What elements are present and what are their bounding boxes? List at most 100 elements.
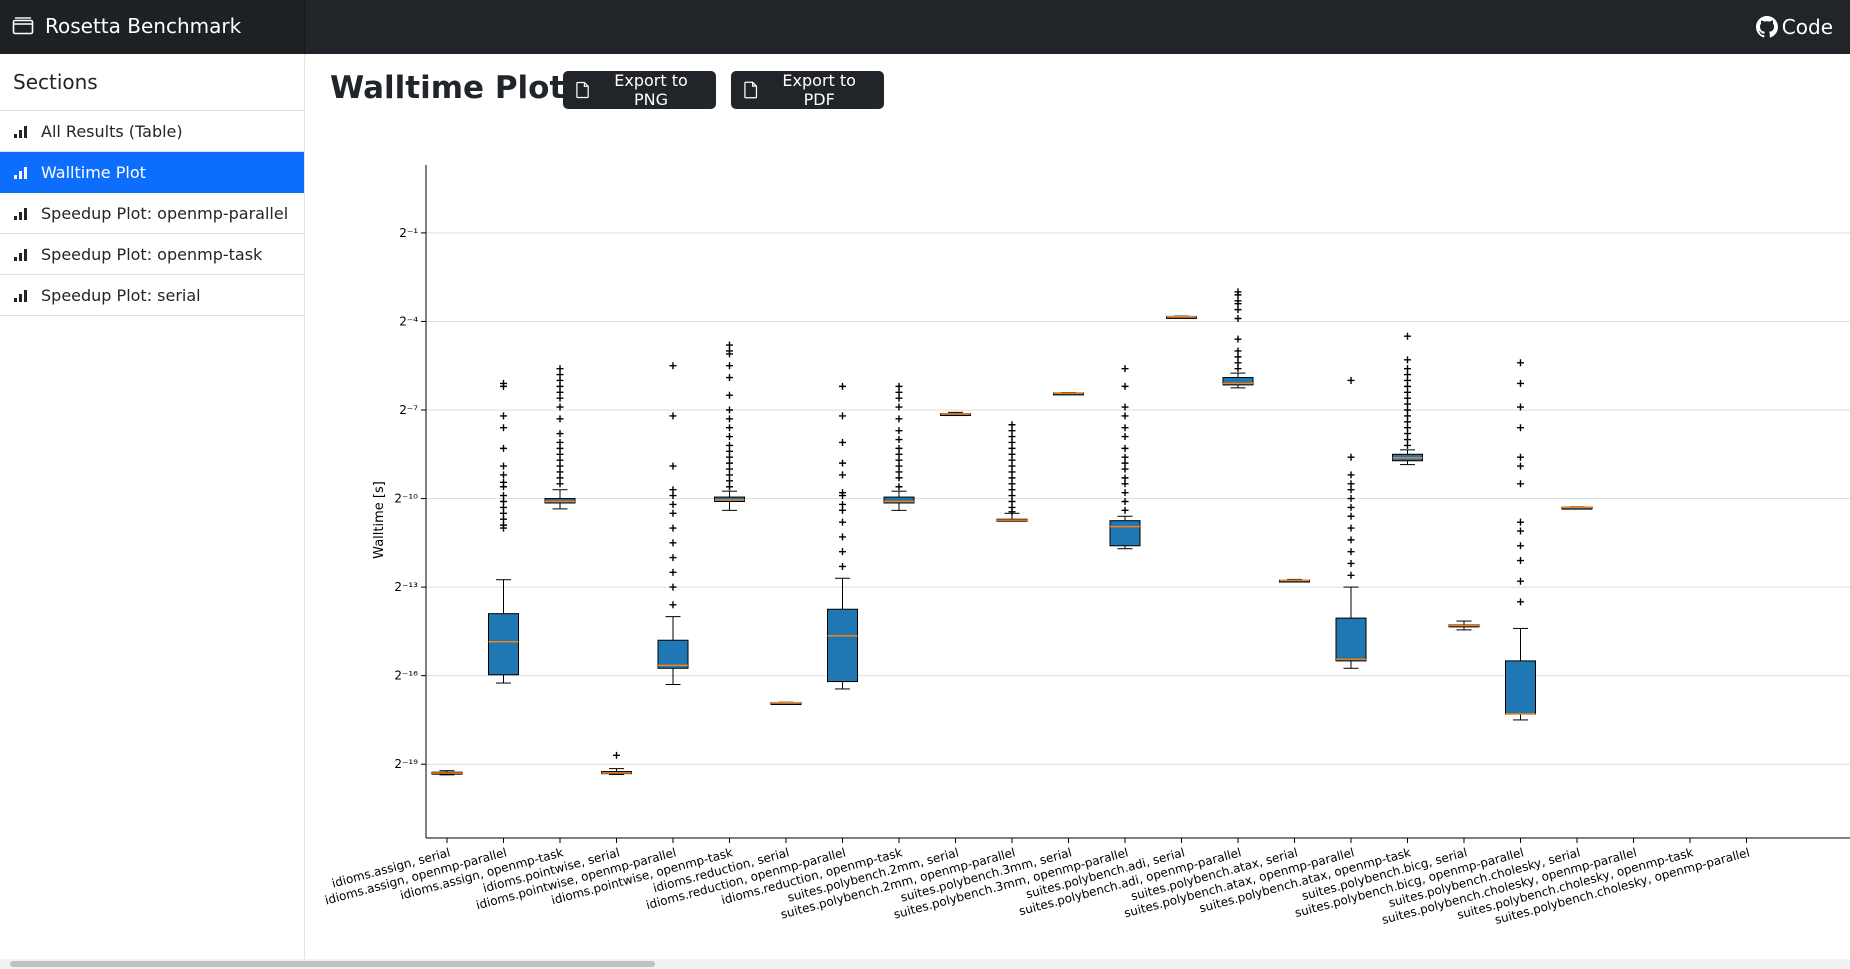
box-group xyxy=(431,770,463,776)
box-group xyxy=(1279,578,1310,583)
box-group xyxy=(1561,506,1593,510)
y-tick-label: 2⁻¹³ xyxy=(394,580,418,594)
flier-point xyxy=(895,444,903,452)
box-group xyxy=(601,751,632,776)
sidebar-item-speedup-serial[interactable]: Speedup Plot: serial xyxy=(0,275,304,316)
flier-point xyxy=(500,521,507,529)
box-group xyxy=(1335,376,1367,669)
flier-point xyxy=(726,391,733,399)
flier-point xyxy=(1234,365,1242,373)
flier-point xyxy=(500,444,507,452)
flier-point xyxy=(1121,506,1129,514)
flier-point xyxy=(839,533,846,541)
box-group xyxy=(1448,620,1480,631)
flier-point xyxy=(500,509,507,517)
flier-point xyxy=(726,465,733,473)
bar-chart-icon xyxy=(14,249,27,261)
sidebar-item-label: Walltime Plot xyxy=(41,162,146,182)
export-png-label: Export to PNG xyxy=(614,71,688,109)
page-title: Walltime Plot xyxy=(330,70,565,106)
flier-point xyxy=(726,471,733,479)
flier-point xyxy=(669,492,677,500)
file-png-icon xyxy=(576,81,589,99)
y-tick-label: 2⁻⁴ xyxy=(399,314,418,328)
flier-point xyxy=(726,406,733,414)
export-pdf-button[interactable]: Export to PDF xyxy=(731,71,884,109)
flier-point xyxy=(556,403,564,411)
flier-point xyxy=(556,456,564,464)
box-group xyxy=(714,341,745,511)
iqr-box xyxy=(1109,520,1141,547)
flier-point xyxy=(1404,388,1411,396)
flier-point xyxy=(613,751,620,759)
flier-point xyxy=(1008,503,1016,511)
flier-point xyxy=(1234,314,1242,322)
flier-point xyxy=(1517,577,1524,585)
window-icon xyxy=(12,17,34,35)
flier-point xyxy=(726,447,733,455)
flier-point xyxy=(556,382,564,390)
scrollbar-thumb[interactable] xyxy=(10,961,655,967)
flier-point xyxy=(1121,433,1129,441)
sidebar-item-speedup-openmp-task[interactable]: Speedup Plot: openmp-task xyxy=(0,234,304,275)
box-group xyxy=(544,365,576,510)
flier-point xyxy=(726,374,733,382)
iqr-box xyxy=(657,639,689,669)
box-group xyxy=(657,362,689,686)
sidebar-item-speedup-openmp-parallel[interactable]: Speedup Plot: openmp-parallel xyxy=(0,193,304,234)
horizontal-scrollbar[interactable] xyxy=(0,959,1850,969)
flier-point xyxy=(1404,441,1411,449)
flier-point xyxy=(1517,359,1524,367)
y-tick-label: 2⁻¹⁶ xyxy=(394,669,418,683)
flier-point xyxy=(1347,512,1355,520)
bar-chart-icon xyxy=(14,126,27,138)
sidebar-item-label: All Results (Table) xyxy=(41,121,183,141)
grid-lines xyxy=(426,232,1850,765)
bar-chart-icon xyxy=(14,208,27,220)
flier-point xyxy=(1008,486,1016,494)
sidebar-item-all-results[interactable]: All Results (Table) xyxy=(0,111,304,152)
flier-point xyxy=(1121,489,1129,497)
flier-point xyxy=(669,486,677,494)
flier-point xyxy=(726,483,733,491)
brand[interactable]: Rosetta Benchmark xyxy=(0,0,305,54)
flier-point xyxy=(1121,498,1129,505)
sidebar-item-walltime-plot[interactable]: Walltime Plot xyxy=(0,152,304,193)
flier-point xyxy=(556,474,564,482)
flier-point xyxy=(1008,421,1016,429)
sidebar-item-label: Speedup Plot: openmp-task xyxy=(41,244,263,264)
github-icon xyxy=(1755,16,1778,38)
box-group xyxy=(770,701,802,706)
code-link[interactable]: Code xyxy=(1755,12,1833,42)
flier-point xyxy=(1404,365,1411,373)
flier-point xyxy=(1347,453,1355,461)
flier-point xyxy=(895,388,903,396)
export-png-button[interactable]: Export to PNG xyxy=(563,71,716,109)
flier-point xyxy=(839,500,846,508)
iqr-box xyxy=(488,613,519,676)
flier-point xyxy=(1404,332,1411,340)
flier-point xyxy=(556,365,564,373)
y-tick-label: 2⁻⁷ xyxy=(399,403,418,417)
flier-point xyxy=(839,412,846,420)
flier-point xyxy=(839,506,846,514)
flier-point xyxy=(556,394,564,402)
flier-point xyxy=(556,388,564,396)
flier-point xyxy=(726,347,733,355)
flier-point xyxy=(895,427,903,435)
flier-point xyxy=(839,548,846,556)
axes xyxy=(425,165,1850,839)
flier-point xyxy=(726,453,733,461)
flier-point xyxy=(500,412,507,420)
flier-point xyxy=(1121,480,1129,488)
sidebar-heading: Sections xyxy=(0,54,304,111)
flier-point xyxy=(1347,480,1355,488)
iqr-box xyxy=(1335,617,1367,662)
flier-point xyxy=(1517,403,1524,411)
flier-point xyxy=(500,503,507,511)
flier-point xyxy=(726,424,733,432)
flier-point xyxy=(556,371,564,379)
flier-point xyxy=(839,562,846,570)
flier-point xyxy=(1234,297,1242,305)
box-group xyxy=(1505,359,1536,721)
